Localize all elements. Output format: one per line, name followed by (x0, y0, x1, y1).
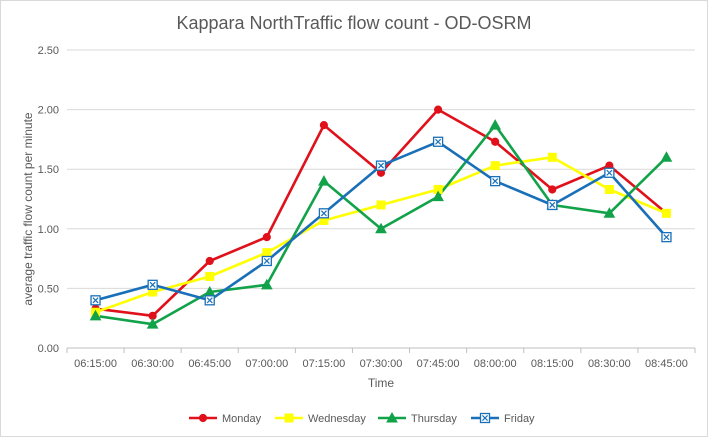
x-tick-label: 06:30:00 (131, 358, 174, 370)
data-point-friday (147, 279, 158, 290)
series-lines (95, 108, 668, 326)
data-point-monday (262, 233, 271, 242)
legend-marker-wednesday (284, 413, 294, 423)
x-tick-label: 06:45:00 (188, 358, 231, 370)
y-tick-label: 1.50 (38, 164, 59, 176)
y-tick-label: 1.00 (38, 224, 59, 236)
x-tick-label: 08:00:00 (474, 358, 517, 370)
data-point-monday (491, 137, 500, 146)
data-point-wednesday (604, 184, 614, 194)
data-point-friday (375, 160, 387, 171)
x-tick-label: 06:15:00 (74, 358, 117, 370)
data-point-friday (490, 175, 501, 187)
x-tick-label: 07:45:00 (417, 358, 460, 370)
y-axis-title: average traffic flow count per minute (21, 112, 35, 306)
x-tick-label: 07:15:00 (302, 358, 345, 370)
data-point-thursday (260, 278, 273, 290)
x-axis-title: Time (368, 376, 395, 390)
data-point-wednesday (547, 152, 557, 162)
legend-item-friday: Friday (471, 412, 535, 425)
legend: Monday Wednesday Thursday Friday (189, 411, 535, 425)
data-point-wednesday (661, 208, 671, 218)
data-point-thursday (432, 190, 444, 202)
x-tick-label: 08:30:00 (588, 358, 631, 370)
series-markers (89, 105, 673, 329)
data-point-friday (661, 231, 672, 243)
x-tick-label: 08:45:00 (645, 358, 688, 370)
legend-marker-monday (198, 413, 208, 423)
legend-marker-friday (479, 412, 491, 424)
legend-label: Monday (222, 413, 262, 425)
data-point-thursday (318, 175, 330, 186)
data-point-thursday (603, 207, 616, 218)
data-point-thursday (89, 309, 102, 321)
data-point-friday (318, 208, 330, 219)
data-point-friday (604, 167, 615, 178)
data-point-wednesday (262, 248, 272, 258)
data-point-friday (90, 295, 101, 306)
y-tick-label: 2.50 (38, 45, 59, 57)
data-point-wednesday (490, 161, 500, 171)
y-tick-label: 0.50 (38, 283, 59, 295)
legend-label: Friday (504, 413, 535, 425)
data-point-wednesday (205, 271, 215, 281)
data-point-friday (261, 255, 272, 267)
legend-item-wednesday: Wednesday (275, 413, 366, 425)
data-point-friday (547, 199, 558, 211)
legend-marker-thursday (386, 411, 398, 423)
x-tick-label: 08:15:00 (531, 358, 574, 370)
data-point-friday (204, 295, 215, 306)
data-point-monday (548, 185, 557, 194)
data-point-monday (319, 120, 329, 130)
legend-label: Wednesday (308, 413, 366, 425)
axes: 0.00 0.50 1.00 1.50 2.00 2.50 06:15:00 06:30:00… (38, 45, 696, 370)
legend-item-thursday: Thursday (378, 411, 457, 425)
data-point-wednesday (376, 200, 386, 210)
data-point-thursday (489, 119, 502, 130)
legend-item-monday: Monday (189, 413, 262, 425)
chart-title: Kappara NorthTraffic flow count - OD-OSR… (176, 13, 531, 33)
y-tick-label: 0.00 (38, 343, 59, 355)
x-tick-label: 07:30:00 (360, 358, 403, 370)
data-point-thursday (660, 151, 673, 162)
data-point-thursday (375, 222, 387, 234)
y-tick-label: 2.00 (38, 105, 59, 117)
legend-label: Thursday (411, 413, 457, 425)
x-tick-label: 07:00:00 (245, 358, 288, 370)
data-point-monday (433, 105, 443, 114)
data-point-monday (205, 256, 214, 266)
data-point-thursday (146, 318, 159, 329)
data-point-friday (432, 136, 444, 147)
